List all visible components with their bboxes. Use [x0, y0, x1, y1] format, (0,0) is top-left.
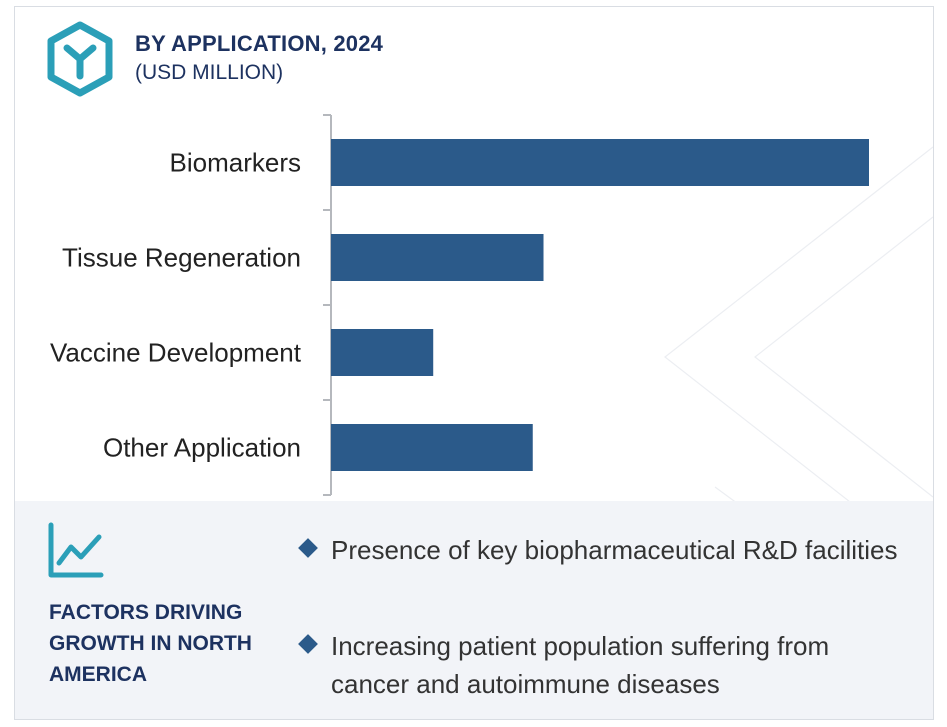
chart-subtitle: (USD MILLION): [135, 61, 284, 84]
category-label: Tissue Regeneration: [62, 243, 301, 273]
factors-heading: FACTORS DRIVING GROWTH IN NORTH AMERICA: [49, 601, 252, 686]
bar-vaccine-development: [331, 329, 434, 376]
bar-tissue-regeneration: [331, 234, 544, 281]
category-label: Biomarkers: [170, 148, 301, 178]
bar-chart: Biomarkers Tissue Regeneration Vaccine Dev…: [50, 114, 869, 496]
factors-panel: FACTORS DRIVING GROWTH IN NORTH AMERICA …: [15, 501, 933, 719]
hexagon-y-logo-icon: [47, 21, 113, 97]
diamond-bullet-icon: [298, 538, 318, 558]
trend-line-chart-icon: [48, 522, 104, 578]
bar-biomarkers: [331, 139, 869, 186]
category-label: Other Application: [103, 433, 301, 463]
chart-title: BY APPLICATION, 2024: [135, 31, 384, 56]
bar-other-application: [331, 424, 533, 471]
diamond-bullet-icon: [298, 634, 318, 654]
factor-text: Presence of key biopharmaceutical R&D fa…: [331, 535, 898, 565]
factor-text: Increasing patient population suffering …: [331, 631, 830, 699]
chart-card: BY APPLICATION, 2024 (USD MILLION) Bioma…: [14, 6, 934, 720]
category-label: Vaccine Development: [50, 338, 302, 368]
